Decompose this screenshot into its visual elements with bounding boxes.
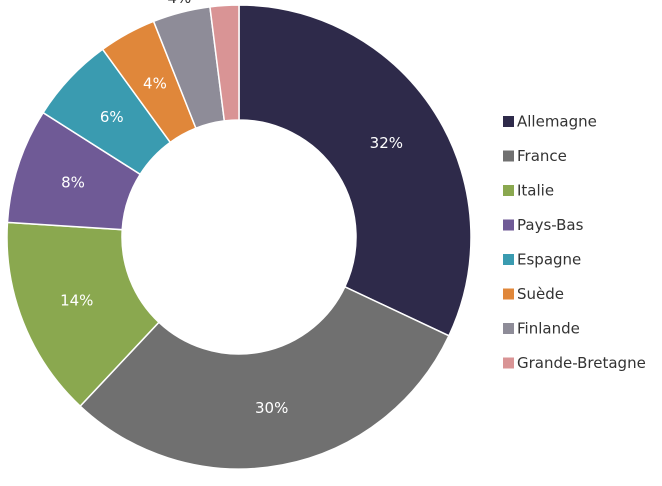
legend-swatch [503, 357, 514, 369]
legend-swatch [503, 150, 514, 162]
legend-label: Pays-Bas [517, 216, 584, 234]
data-label: 4% [143, 75, 167, 93]
legend-swatch [503, 185, 514, 196]
legend-label: Allemagne [517, 113, 597, 131]
legend-label: Grande-Bretagne [517, 354, 646, 372]
legend-label: Italie [517, 182, 554, 200]
legend-swatch [503, 254, 514, 265]
data-label: 6% [100, 108, 124, 126]
data-label: 14% [60, 292, 93, 310]
legend-swatch [503, 288, 514, 300]
legend-swatch [503, 116, 514, 127]
donut-slice [79, 285, 450, 470]
data-label: 30% [255, 399, 288, 417]
legend-label: Espagne [517, 251, 581, 269]
data-label: 8% [61, 174, 85, 192]
donut-slice [6, 221, 160, 408]
legend-swatch [503, 323, 514, 334]
legend-label: Suède [517, 285, 564, 303]
legend-swatch [503, 219, 514, 231]
donut-slice [238, 4, 472, 337]
data-label: 32% [370, 134, 403, 152]
legend-label: Finlande [517, 320, 580, 338]
data-label: 4% [167, 0, 191, 7]
donut-slice [209, 4, 240, 122]
legend-label: France [517, 147, 567, 165]
